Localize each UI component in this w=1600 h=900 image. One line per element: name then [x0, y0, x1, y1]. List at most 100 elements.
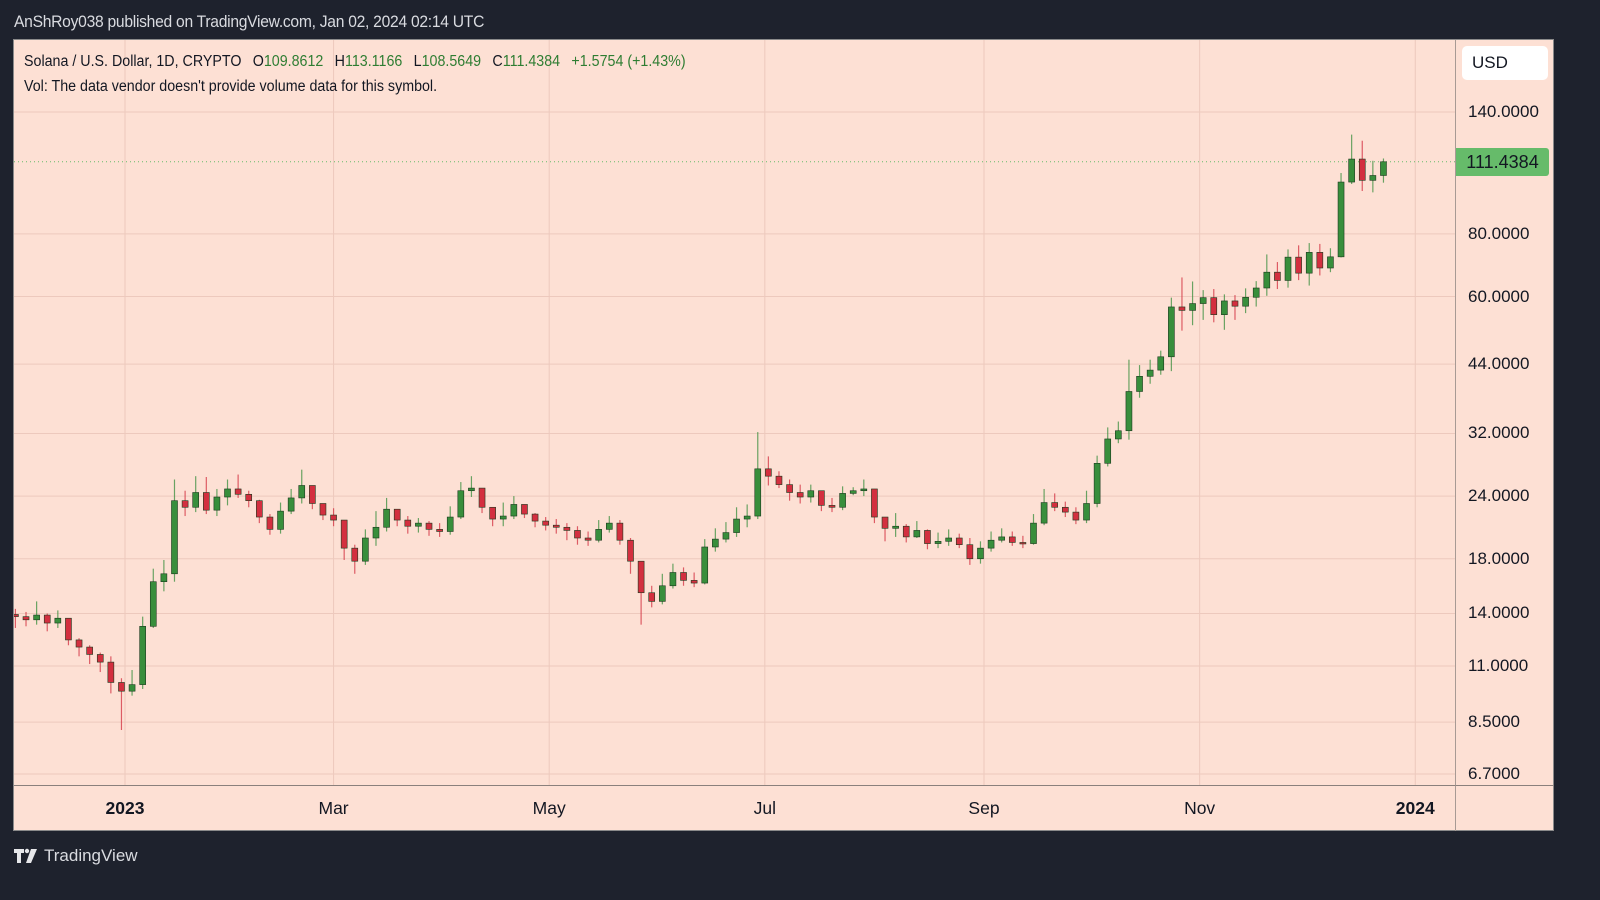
candle-up	[860, 488, 868, 492]
price-tick-label: 60.0000	[1468, 286, 1530, 306]
candle-down	[393, 508, 401, 521]
axis-corner	[1455, 785, 1554, 831]
candle-down	[1316, 252, 1324, 269]
candle-up	[807, 490, 815, 498]
currency-button[interactable]: USD	[1462, 46, 1548, 80]
candle-up	[372, 526, 380, 539]
candle-up	[595, 529, 602, 541]
candle-up	[192, 492, 199, 508]
candle-down	[902, 525, 910, 538]
candle-down	[425, 522, 433, 530]
candle-down	[1274, 271, 1281, 281]
grid-lines	[14, 40, 1455, 785]
candle-up	[362, 537, 369, 562]
candle-up	[743, 515, 751, 520]
candle-up	[1221, 300, 1228, 315]
candle-up	[1136, 376, 1143, 392]
candle-down	[1062, 506, 1069, 513]
time-tick-label: Mar	[318, 798, 349, 818]
high-value: 113.1166	[344, 53, 403, 70]
time-axis[interactable]: 2023 Mar May Jul Sep Nov 2024	[14, 785, 1455, 831]
chart-plot-area[interactable]: Solana / U.S. Dollar, 1D, CRYPTO O109.86…	[14, 40, 1455, 785]
low-value: 108.5649	[421, 53, 482, 70]
candles	[14, 134, 1387, 730]
candle-down	[14, 614, 19, 617]
candle-down	[542, 520, 549, 526]
candle-up	[733, 518, 740, 533]
price-tick-label: 44.0000	[1468, 354, 1530, 374]
candle-down	[1178, 306, 1186, 311]
tradingview-logo[interactable]: TradingView	[14, 846, 138, 866]
candle-down	[818, 490, 825, 506]
change-value: +1.5754 (+1.43%)	[571, 53, 686, 70]
candle-up	[213, 496, 221, 511]
candle-up	[1115, 430, 1122, 440]
candle-down	[266, 516, 274, 530]
candle-down	[234, 488, 242, 495]
candle-up	[287, 497, 295, 512]
candle-up	[1104, 438, 1112, 464]
price-tick-label: 14.0000	[1468, 603, 1530, 623]
candle-up	[171, 500, 178, 575]
candle-up	[499, 515, 507, 520]
candle-up	[468, 487, 475, 492]
candle-down	[637, 560, 645, 594]
time-tick-label: 2023	[105, 798, 145, 818]
candle-up	[945, 537, 952, 542]
candle-down	[340, 519, 348, 549]
time-tick-label: 2024	[1395, 798, 1435, 818]
price-tick-label: 140.0000	[1468, 102, 1539, 121]
candle-up	[1083, 503, 1090, 521]
candle-down	[436, 529, 443, 532]
price-axis[interactable]: USD 140.0000 80.0000 60.0000 44.0000 32.0000…	[1455, 40, 1554, 785]
candle-up	[1305, 252, 1313, 274]
tradingview-logo-icon	[14, 848, 38, 864]
candle-down	[1072, 511, 1080, 521]
candle-up	[1040, 502, 1048, 524]
open-label: O	[252, 53, 264, 70]
candle-up	[1242, 296, 1249, 307]
candle-up	[998, 536, 1005, 541]
candle-down	[22, 616, 30, 621]
candle-up	[987, 539, 995, 549]
price-tick-label: 24.0000	[1468, 486, 1530, 506]
candle-up	[659, 585, 666, 602]
candle-up	[139, 626, 146, 685]
candle-up	[446, 516, 454, 532]
candle-down	[881, 516, 889, 529]
candle-up	[892, 525, 899, 529]
candle-up	[1125, 391, 1133, 432]
candle-down	[924, 530, 931, 544]
candle-up	[1380, 161, 1387, 176]
candle-up	[33, 614, 40, 621]
candle-down	[256, 500, 263, 518]
candle-down	[203, 492, 210, 511]
candle-down	[775, 475, 783, 485]
low-label: L	[413, 53, 422, 70]
candle-down	[521, 504, 528, 515]
candle-up	[712, 538, 719, 548]
candle-down	[1210, 297, 1218, 315]
candle-up	[1369, 175, 1377, 181]
candle-down	[552, 524, 560, 528]
candle-down	[1008, 536, 1016, 543]
symbol-description[interactable]: Solana / U.S. Dollar, 1D, CRYPTO	[24, 53, 242, 70]
candle-up	[1199, 297, 1207, 304]
candle-up	[1327, 256, 1334, 269]
candle-down	[43, 614, 51, 624]
candle-up	[224, 488, 231, 498]
candle-down	[796, 492, 804, 498]
candle-down	[107, 661, 115, 683]
candle-up	[1348, 158, 1355, 183]
candle-down	[309, 485, 316, 504]
publisher-header: AnShRoy038 published on TradingView.com,…	[14, 12, 485, 31]
candle-down	[531, 513, 539, 522]
price-tick-label: 18.0000	[1468, 548, 1530, 568]
candle-up	[1146, 369, 1154, 377]
candle-down	[1051, 502, 1059, 508]
tradingview-brand: TradingView	[44, 846, 138, 865]
candle-down	[648, 592, 656, 602]
candle-down	[330, 514, 337, 521]
ohlc-legend-row: Solana / U.S. Dollar, 1D, CRYPTO O109.86…	[24, 53, 686, 78]
candle-down	[690, 580, 698, 584]
